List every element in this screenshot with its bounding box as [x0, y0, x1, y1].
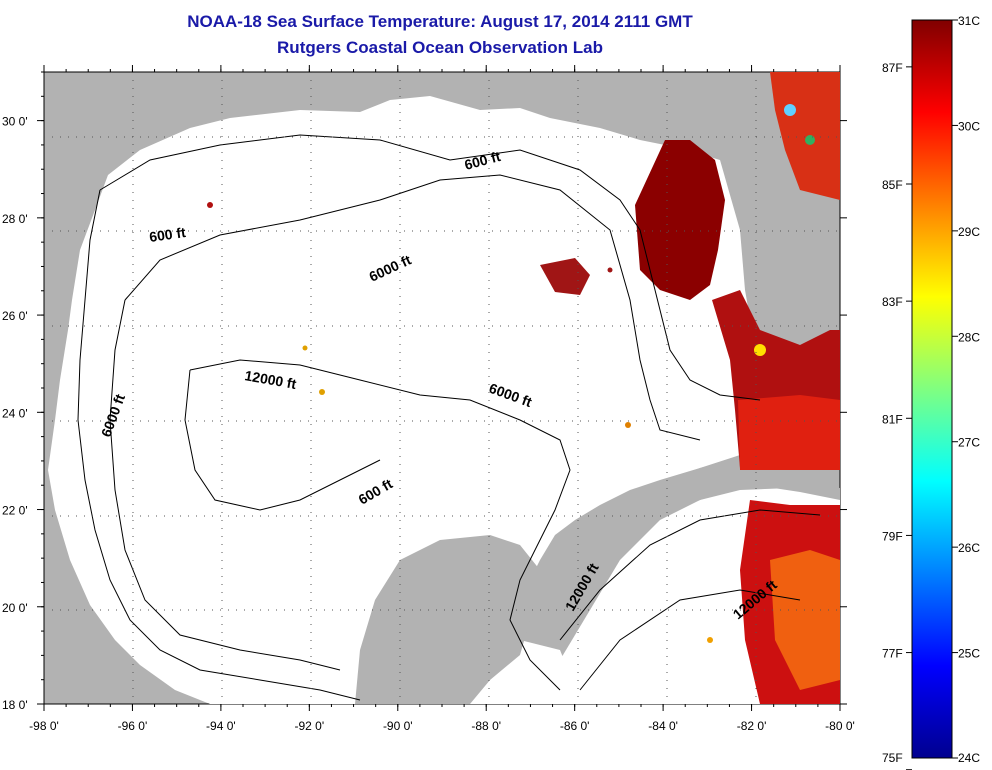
colorbar-c-label: 25C: [958, 647, 980, 661]
colorbar-f-label: 83F: [882, 295, 903, 309]
contour-label: 600 ft: [148, 224, 187, 245]
colorbar-c-label: 24C: [958, 751, 980, 765]
sst-speck: [302, 345, 308, 351]
yucatan-land: [355, 535, 540, 704]
lat-axis: 18 0' 20 0' 22 0' 24 0' 26 0' 28 0' 30 0': [2, 71, 847, 712]
sst-orange-patch-caribbean: [770, 550, 840, 690]
colorbar-c-label: 27C: [958, 436, 980, 450]
colorbar-fahrenheit-axis: 87F 85F 83F 81F 79F 77F 75F: [882, 61, 912, 770]
colorbar-f-label: 79F: [882, 529, 903, 543]
sst-speck: [805, 135, 815, 145]
lon-tick-label: -90 0': [383, 719, 413, 733]
sst-speck: [784, 104, 796, 116]
map-content: [44, 72, 840, 704]
sst-speck: [607, 267, 613, 273]
sst-speck: [707, 637, 713, 643]
sst-warm-patch-florida-shelf: [635, 140, 725, 300]
colorbar-f-label: 87F: [882, 61, 903, 75]
lat-tick-label: 26 0': [2, 309, 28, 323]
lat-tick-label: 18 0': [2, 698, 28, 712]
contour-12000ft: [184, 359, 571, 691]
lat-tick-label: 20 0': [2, 601, 28, 615]
colorbar-c-label: 31C: [958, 14, 980, 28]
sst-atlantic-patch: [770, 72, 840, 200]
lon-tick-label: -86 0': [560, 719, 590, 733]
map-title: NOAA-18 Sea Surface Temperature: August …: [187, 12, 693, 31]
lon-tick-label: -82 0': [737, 719, 767, 733]
colorbar-c-label: 28C: [958, 330, 980, 344]
contour-600ft: [77, 134, 761, 701]
colorbar-f-label: 85F: [882, 178, 903, 192]
sst-speck: [207, 202, 213, 208]
lon-tick-label: -80 0': [825, 719, 855, 733]
lon-axis: -98 0' -96 0' -94 0' -92 0' -90 0' -88 0' -86 …: [29, 65, 855, 733]
sst-speck: [625, 422, 631, 428]
lon-tick-label: -92 0': [295, 719, 325, 733]
lat-tick-label: 22 0': [2, 504, 28, 518]
lon-tick-label: -98 0': [29, 719, 59, 733]
lon-tick-label: -96 0': [118, 719, 148, 733]
contour-12000ft-carib: [559, 509, 821, 691]
lon-tick-label: -94 0': [206, 719, 236, 733]
sst-speck: [754, 344, 766, 356]
colorbar-f-label: 75F: [882, 751, 903, 765]
colorbar-f-label: 77F: [882, 647, 903, 661]
lon-tick-label: -84 0': [648, 719, 678, 733]
lat-tick-label: 30 0': [2, 115, 28, 129]
lat-tick-label: 28 0': [2, 212, 28, 226]
sst-red-patch-straits: [738, 395, 840, 470]
colorbar-c-label: 29C: [958, 225, 980, 239]
colorbar-f-label: 81F: [882, 412, 903, 426]
cuba-land: [640, 460, 840, 512]
lat-tick-label: 24 0': [2, 406, 28, 420]
map-subtitle: Rutgers Coastal Ocean Observation Lab: [277, 38, 603, 57]
lon-tick-label: -88 0': [471, 719, 501, 733]
contour-6000ft: [109, 174, 701, 671]
colorbar: [911, 19, 953, 759]
colorbar-c-label: 30C: [958, 119, 980, 133]
sst-speck: [319, 389, 325, 395]
sst-patch-central: [540, 258, 590, 295]
colorbar-celsius-axis: 31C 30C 29C 28C 27C 26C 25C 24C: [952, 14, 980, 765]
colorbar-c-label: 26C: [958, 541, 980, 555]
